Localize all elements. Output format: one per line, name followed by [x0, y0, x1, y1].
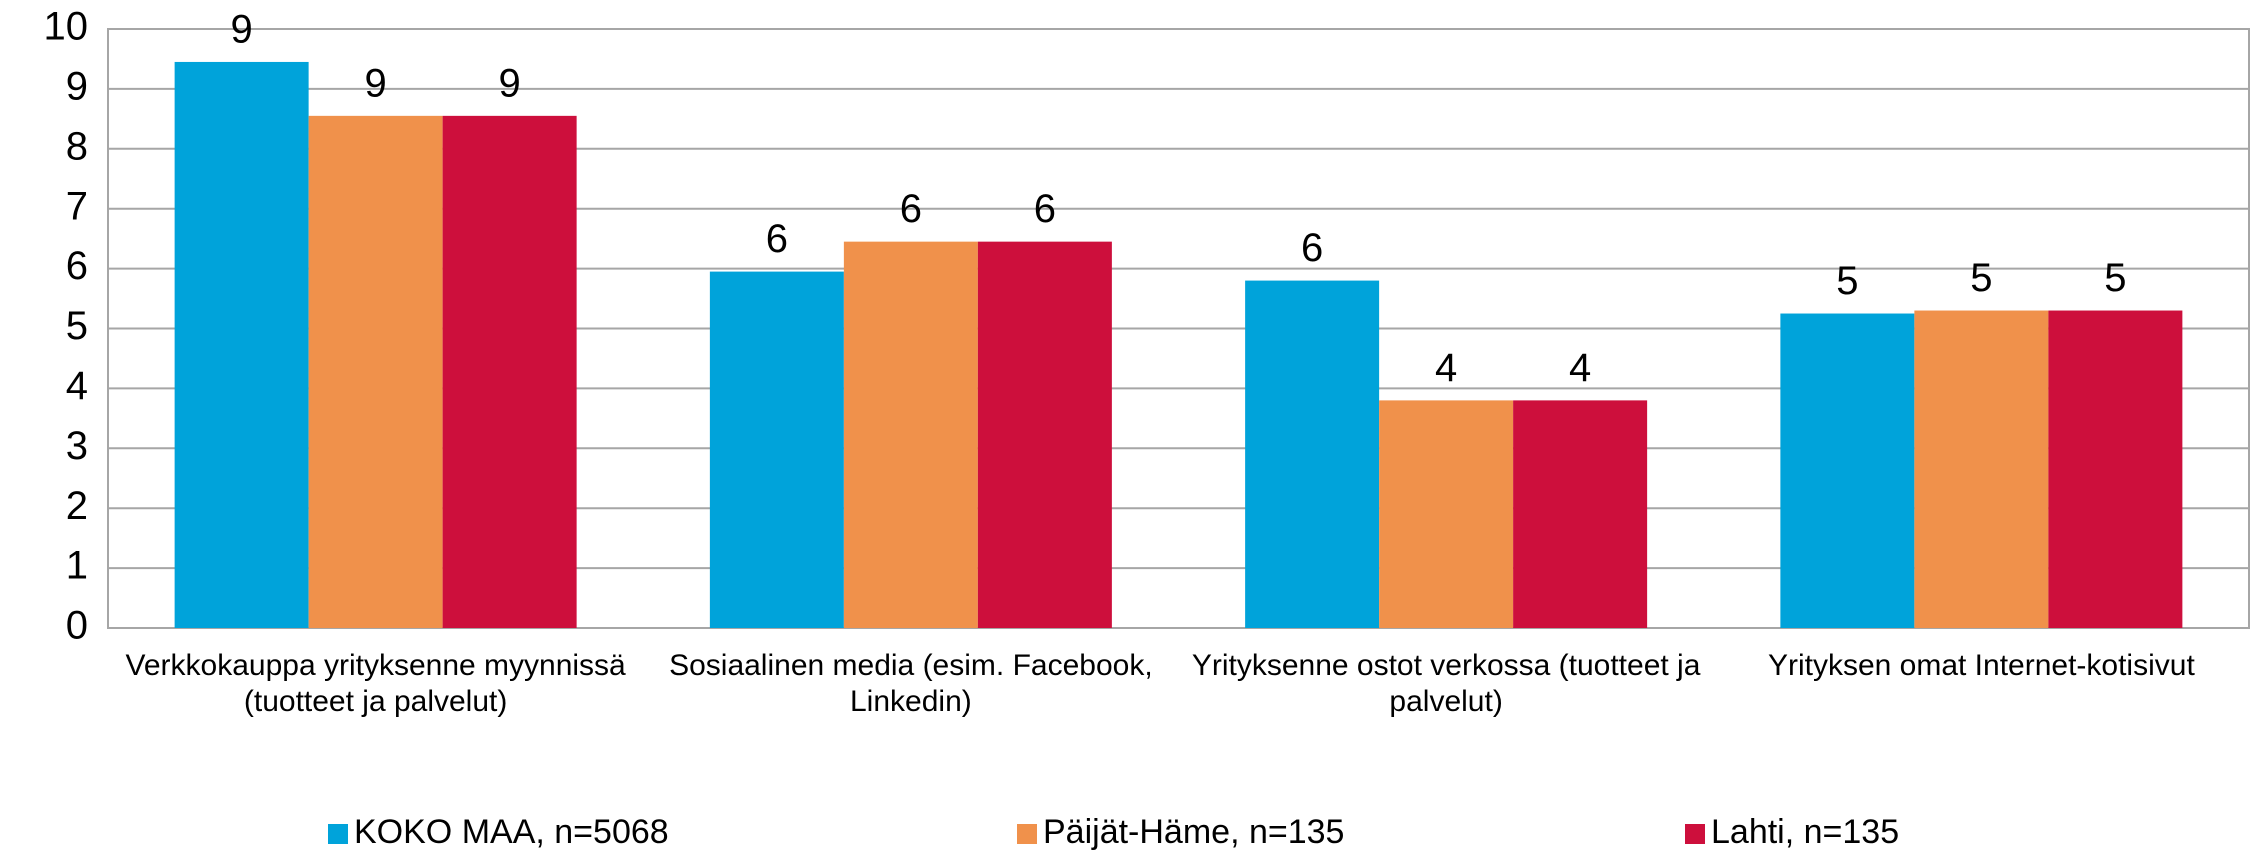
- bar: [1780, 313, 1915, 628]
- x-tick-label: Verkkokauppa yrityksenne myynnissä (tuot…: [125, 649, 626, 718]
- bar: [2048, 310, 2183, 628]
- bar: [977, 241, 1112, 628]
- bar: [1379, 400, 1514, 628]
- y-tick-label: 9: [66, 64, 88, 108]
- y-tick-label: 10: [44, 5, 89, 49]
- y-tick-label: 1: [66, 544, 88, 588]
- y-tick-label: 6: [66, 244, 88, 288]
- data-label: 5: [2104, 256, 2126, 300]
- data-label: 5: [1970, 256, 1992, 300]
- x-tick-label: Sosiaalinen media (esim. Facebook, Linke…: [669, 649, 1153, 718]
- bar: [843, 241, 978, 628]
- legend-label: Päijät-Häme, n=135: [1043, 813, 1344, 851]
- data-label: 6: [1034, 187, 1056, 231]
- y-tick-label: 7: [66, 184, 88, 228]
- legend-swatch: [1685, 824, 1705, 844]
- data-label: 6: [900, 187, 922, 231]
- legend-swatch: [328, 824, 348, 844]
- bar: [1914, 310, 2049, 628]
- data-label: 5: [1836, 259, 1858, 303]
- legend-swatch: [1017, 824, 1037, 844]
- x-tick-label: Yrityksen omat Internet-kotisivut: [1767, 649, 2195, 682]
- bar: [709, 271, 844, 628]
- y-tick-label: 2: [66, 484, 88, 528]
- data-label: 6: [1301, 226, 1323, 270]
- y-tick-label: 5: [66, 304, 88, 348]
- data-label: 4: [1435, 346, 1457, 390]
- plot-border: [107, 28, 2250, 629]
- x-tick-label: Yrityksenne ostot verkossa (tuotteet ja …: [1191, 649, 1701, 718]
- bar: [442, 115, 577, 629]
- data-label: 9: [499, 61, 521, 105]
- legend-label: Lahti, n=135: [1711, 813, 1899, 851]
- data-label: 9: [231, 8, 253, 52]
- data-label: 9: [365, 61, 387, 105]
- y-tick-label: 8: [66, 124, 88, 168]
- bar: [1245, 280, 1380, 628]
- data-label: 6: [766, 217, 788, 261]
- bar: [308, 115, 443, 629]
- legend-label: KOKO MAA, n=5068: [354, 813, 669, 851]
- data-label: 4: [1569, 346, 1591, 390]
- bar: [1513, 400, 1648, 628]
- y-tick-label: 4: [66, 364, 88, 408]
- bar: [174, 61, 309, 628]
- y-tick-label: 0: [66, 604, 88, 648]
- y-tick-label: 3: [66, 424, 88, 468]
